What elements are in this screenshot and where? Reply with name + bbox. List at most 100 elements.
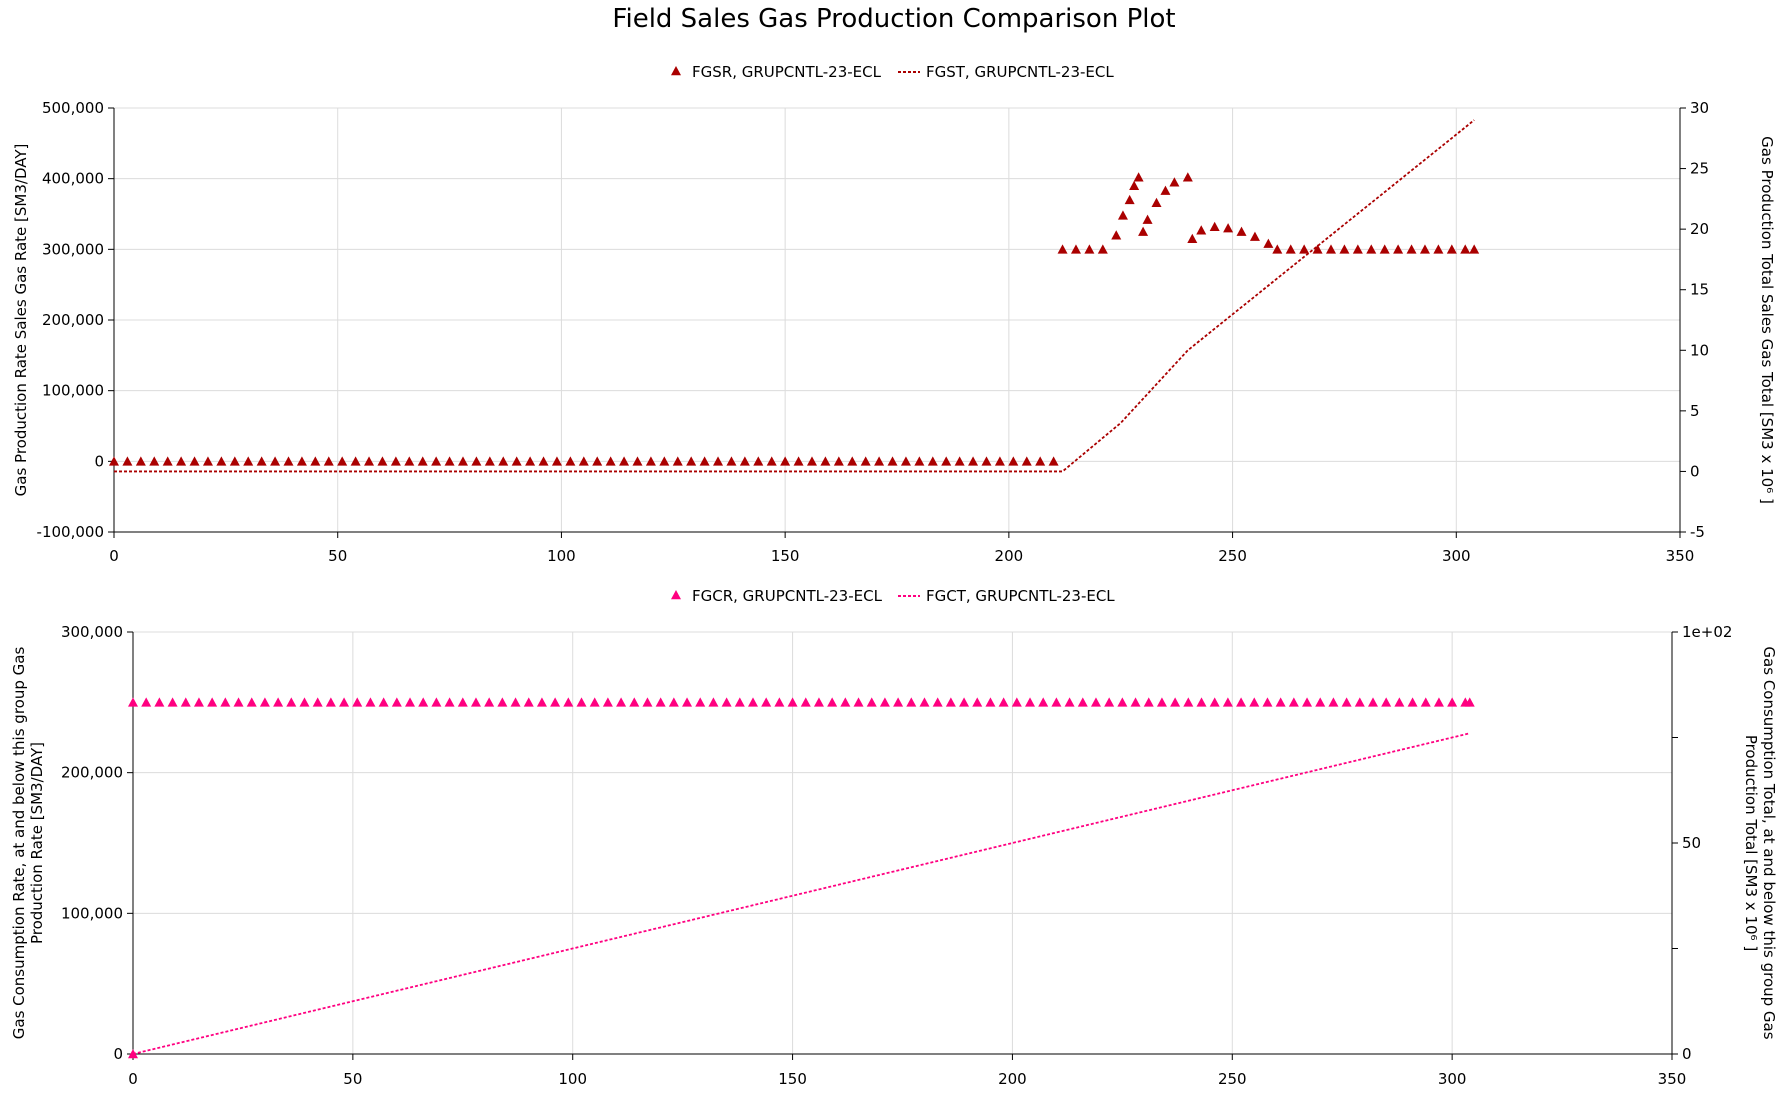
data-point <box>1223 223 1234 233</box>
series-line <box>132 732 1470 1055</box>
y2-tick-label: 10 <box>1690 341 1709 359</box>
data-point <box>1420 697 1431 707</box>
data-point <box>959 697 970 707</box>
data-point <box>1008 456 1019 466</box>
data-point <box>149 456 160 466</box>
data-point <box>1183 697 1194 707</box>
data-point <box>739 456 750 466</box>
data-point <box>1209 221 1220 231</box>
y2-tick-label: -5 <box>1690 523 1705 541</box>
y2-tick-label: 0 <box>1690 462 1700 480</box>
y-tick-label: 200,000 <box>42 311 104 329</box>
data-point <box>286 697 297 707</box>
data-point <box>827 697 838 707</box>
data-point <box>377 456 388 466</box>
data-point <box>1249 231 1260 241</box>
series-line <box>114 119 1475 473</box>
data-point <box>914 456 925 466</box>
y-tick-label: 200,000 <box>61 764 123 782</box>
data-point <box>985 697 996 707</box>
legend-label: FGSR, GRUPCNTL-23-ECL <box>692 63 882 81</box>
y-tick-label: 500,000 <box>42 99 104 117</box>
data-point <box>246 697 257 707</box>
data-point <box>1142 214 1153 224</box>
data-point <box>695 697 706 707</box>
legend-label: FGST, GRUPCNTL-23-ECL <box>926 63 1114 81</box>
data-point <box>1394 697 1405 707</box>
y-tick-label: -100,000 <box>37 523 104 541</box>
data-point <box>954 456 965 466</box>
data-point <box>364 456 375 466</box>
data-point <box>1111 230 1122 240</box>
data-point <box>154 697 165 707</box>
data-point <box>578 456 589 466</box>
data-point <box>1196 225 1207 235</box>
data-point <box>498 456 509 466</box>
data-point <box>1236 697 1247 707</box>
data-point <box>444 456 455 466</box>
y-tick-label: 0 <box>94 452 104 470</box>
x-tick-label: 100 <box>558 1070 587 1088</box>
data-point <box>1090 697 1101 707</box>
data-point <box>216 456 227 466</box>
legend-label: FGCR, GRUPCNTL-23-ECL <box>692 587 883 605</box>
data-point <box>1077 697 1088 707</box>
data-point <box>1464 697 1475 707</box>
data-point <box>1025 697 1036 707</box>
legend-marker-triangle <box>671 590 681 600</box>
data-point <box>713 456 724 466</box>
y2-tick-label: 5 <box>1690 402 1700 420</box>
data-point <box>1124 194 1135 205</box>
data-point <box>378 697 389 707</box>
data-point <box>1460 244 1471 254</box>
data-point <box>259 697 270 707</box>
data-point <box>431 456 442 466</box>
data-point <box>497 697 508 707</box>
y-tick-label: 300,000 <box>42 240 104 258</box>
data-point <box>616 697 627 707</box>
data-point <box>1299 244 1310 254</box>
data-point <box>1275 697 1286 707</box>
y2-tick-label: 15 <box>1690 281 1709 299</box>
data-point <box>1407 697 1418 707</box>
data-point <box>1064 697 1075 707</box>
data-point <box>1070 244 1081 254</box>
data-point <box>941 456 952 466</box>
x-tick-label: 300 <box>1442 547 1471 565</box>
data-point <box>135 456 146 466</box>
data-point <box>350 456 361 466</box>
data-point <box>1406 244 1417 254</box>
data-point <box>900 456 911 466</box>
x-tick-label: 0 <box>128 1070 138 1088</box>
data-point <box>1011 697 1022 707</box>
data-point <box>1339 244 1350 254</box>
data-point <box>668 697 679 707</box>
grid-lines <box>113 107 1681 533</box>
series-markers <box>109 172 1480 466</box>
data-point <box>122 456 133 466</box>
data-point <box>536 697 547 707</box>
data-point <box>1138 226 1149 236</box>
data-point <box>833 456 844 466</box>
data-point <box>1222 697 1233 707</box>
legend: FGSR, GRUPCNTL-23-ECL FGST, GRUPCNTL-23-E… <box>671 63 1114 81</box>
data-point <box>945 697 956 707</box>
data-point <box>1021 456 1032 466</box>
data-point <box>686 456 697 466</box>
y-axis-label: Gas Consumption Rate, at and below this … <box>10 647 46 1040</box>
data-point <box>1262 697 1273 707</box>
data-point <box>405 697 416 707</box>
x-tick-label: 350 <box>1666 547 1695 565</box>
data-point <box>457 697 468 707</box>
data-point <box>1302 697 1313 707</box>
data-point <box>1035 456 1046 466</box>
data-point <box>523 697 534 707</box>
data-point <box>1038 697 1049 707</box>
data-point <box>1169 177 1180 187</box>
data-point <box>1433 244 1444 254</box>
data-point <box>734 697 745 707</box>
x-tick-label: 100 <box>547 547 576 565</box>
data-point <box>972 697 983 707</box>
data-point <box>470 697 481 707</box>
